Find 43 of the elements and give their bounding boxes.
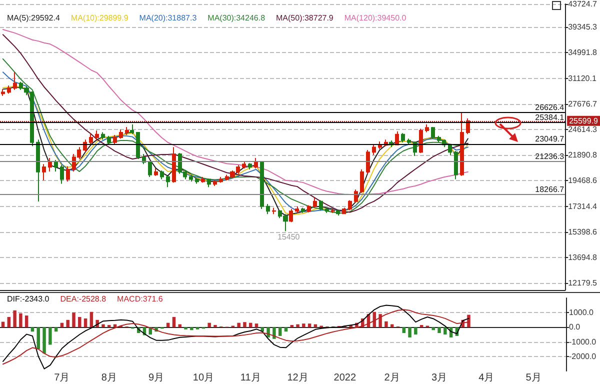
text: MA(50):38727.9	[276, 14, 334, 22]
x-tick-label: 10月	[192, 372, 214, 384]
y-tick-label: 12179.5	[568, 278, 598, 288]
y-tick-label: 24614.3	[568, 124, 598, 134]
y-tick-label: 0.0	[569, 322, 581, 332]
x-tick-label: 9月	[148, 372, 164, 384]
text: MA(20):31887.3	[139, 14, 198, 22]
x-tick-label: 2月	[384, 372, 400, 384]
x-tick-label: 5月	[526, 372, 542, 384]
annotation: 15450	[277, 232, 300, 242]
text: DEA:-2528.8	[60, 294, 107, 304]
text: MACD:371.6	[117, 294, 164, 304]
y-tick-label: 27676.7	[568, 99, 598, 108]
y-tick-label: 15398.6	[568, 227, 598, 236]
ref-line-label: 26626.4	[535, 102, 565, 112]
ref-line-label: 18266.7	[535, 185, 565, 194]
ref-line-label: 21236.3	[535, 152, 565, 162]
x-tick-label: 11月	[240, 372, 261, 384]
y-tick-label: 39345.3	[568, 22, 598, 32]
x-tick-label: 3月	[431, 372, 448, 384]
y-tick-label: 31120.1	[568, 74, 597, 83]
text: MA(5):29592.4	[7, 14, 60, 22]
y-tick-label: 1000.0	[569, 308, 594, 318]
text: MA(120):39450.0	[344, 14, 407, 22]
x-tick-label: 12月	[287, 372, 308, 384]
y-tick-label: 17314.4	[568, 202, 598, 211]
y-tick-label: 19468.6	[568, 176, 598, 186]
y-tick-label: 43724.7	[568, 0, 598, 8]
y-tick-label: 13694.8	[568, 252, 598, 262]
y-tick-label: 21890.8	[568, 150, 598, 160]
ref-line-label: 23049.7	[535, 134, 565, 144]
text: MA(30):34246.8	[208, 14, 266, 22]
ref-line-label: 25384.1	[535, 113, 565, 122]
y-tick-label: 34991.8	[568, 48, 598, 58]
text: DIF:-2343.0	[7, 294, 50, 304]
y-tick-label: -2000.0	[569, 352, 597, 361]
x-tick-label: 7月	[54, 372, 70, 384]
y-tick-label: -1000.0	[569, 337, 597, 346]
x-tick-label: 8月	[101, 372, 117, 384]
x-tick-label: 2022	[334, 372, 356, 384]
x-tick-label: 4月	[478, 372, 494, 384]
text: MA(10):29899.9	[70, 14, 129, 22]
ref-line-label: 25599.9	[569, 116, 599, 126]
